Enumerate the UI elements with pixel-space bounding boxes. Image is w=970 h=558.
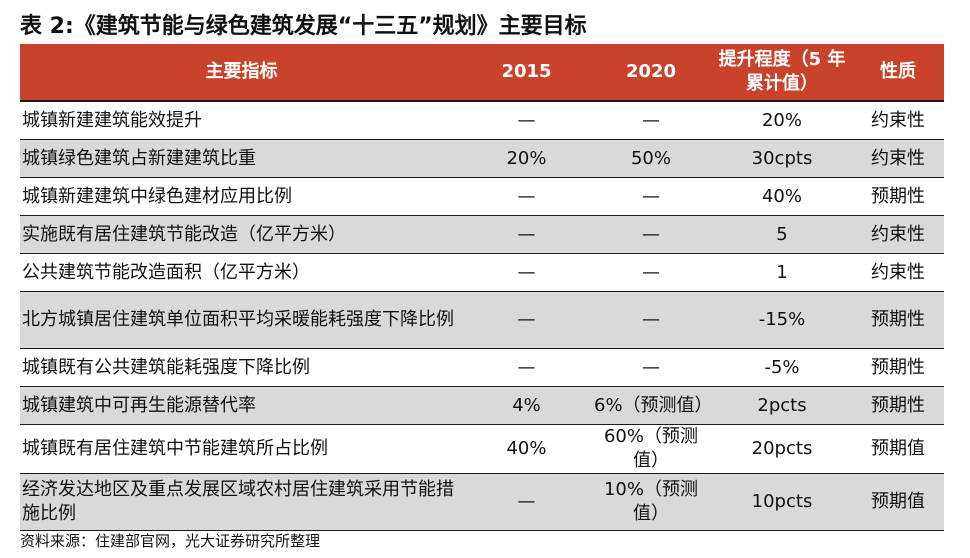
source-note: 资料来源：住建部官网，光大证券研究所整理 xyxy=(20,532,321,550)
cell-nature: 预期值 xyxy=(852,473,944,531)
cell-2015: — xyxy=(463,291,590,349)
cell-2020: — xyxy=(590,291,712,349)
table-row: 实施既有居住建筑节能改造（亿平方米） — — 5 约束性 xyxy=(20,215,944,254)
cell-2020: — xyxy=(590,348,712,387)
cell-indicator: 实施既有居住建筑节能改造（亿平方米） xyxy=(20,215,463,254)
targets-table: 主要指标 2015 2020 提升程度（5 年累计值） 性质 城镇新建建筑能效提… xyxy=(20,44,944,531)
table-body: 城镇新建建筑能效提升 — — 20% 约束性 城镇绿色建筑占新建建筑比重 20%… xyxy=(20,101,944,531)
cell-indicator: 公共建筑节能改造面积（亿平方米） xyxy=(20,253,463,292)
cell-2020: 6%（预测值） xyxy=(590,386,713,425)
header-improvement: 提升程度（5 年累计值） xyxy=(712,44,852,102)
cell-improvement: -5% xyxy=(712,348,852,387)
table-row: 北方城镇居住建筑单位面积平均采暖能耗强度下降比例 — — -15% 预期性 xyxy=(20,291,944,349)
table-row: 经济发达地区及重点发展区域农村居住建筑采用节能措施比例 — 10%（预测值） 1… xyxy=(20,473,944,531)
cell-2015: 4% xyxy=(463,386,590,425)
cell-indicator: 北方城镇居住建筑单位面积平均采暖能耗强度下降比例 xyxy=(20,291,463,349)
cell-2020: 60%（预测值） xyxy=(590,424,712,474)
cell-2020: 10%（预测值） xyxy=(590,473,712,531)
cell-indicator: 城镇建筑中可再生能源替代率 xyxy=(20,386,463,425)
header-nature: 性质 xyxy=(852,44,944,102)
cell-nature: 预期值 xyxy=(852,424,944,474)
table-row: 城镇新建建筑中绿色建材应用比例 — — 40% 预期性 xyxy=(20,177,944,216)
cell-nature: 约束性 xyxy=(852,253,944,292)
cell-indicator: 城镇新建建筑中绿色建材应用比例 xyxy=(20,177,463,216)
cell-improvement: -15% xyxy=(712,291,852,349)
cell-improvement: 1 xyxy=(712,253,852,292)
cell-2015: — xyxy=(463,101,590,140)
cell-2015: — xyxy=(463,473,590,531)
cell-improvement: 40% xyxy=(712,177,852,216)
cell-improvement: 5 xyxy=(712,215,852,254)
cell-improvement: 20% xyxy=(712,101,852,140)
cell-2020: 50% xyxy=(590,139,712,178)
cell-2015: — xyxy=(463,215,590,254)
cell-2020: — xyxy=(590,215,712,254)
cell-indicator: 城镇新建建筑能效提升 xyxy=(20,101,463,140)
cell-2015: 40% xyxy=(463,424,590,474)
cell-improvement: 2pcts xyxy=(712,386,852,425)
cell-2015: — xyxy=(463,348,590,387)
cell-improvement: 30cpts xyxy=(712,139,852,178)
cell-2015: — xyxy=(463,177,590,216)
cell-indicator: 城镇绿色建筑占新建建筑比重 xyxy=(20,139,463,178)
cell-indicator: 经济发达地区及重点发展区域农村居住建筑采用节能措施比例 xyxy=(20,473,463,531)
table-row: 公共建筑节能改造面积（亿平方米） — — 1 约束性 xyxy=(20,253,944,292)
cell-2020: — xyxy=(590,253,712,292)
cell-nature: 预期性 xyxy=(852,177,944,216)
cell-indicator: 城镇既有居住建筑中节能建筑所占比例 xyxy=(20,424,463,474)
cell-nature: 约束性 xyxy=(852,215,944,254)
cell-indicator: 城镇既有公共建筑能耗强度下降比例 xyxy=(20,348,463,387)
table-row: 城镇建筑中可再生能源替代率 4% 6%（预测值） 2pcts 预期性 xyxy=(20,386,944,425)
table-row: 城镇既有公共建筑能耗强度下降比例 — — -5% 预期性 xyxy=(20,348,944,387)
table-row: 城镇绿色建筑占新建建筑比重 20% 50% 30cpts 约束性 xyxy=(20,139,944,178)
cell-2020: — xyxy=(590,177,712,216)
cell-nature: 预期性 xyxy=(852,386,944,425)
cell-nature: 预期性 xyxy=(852,291,944,349)
header-row: 主要指标 2015 2020 提升程度（5 年累计值） 性质 xyxy=(20,44,944,102)
cell-nature: 预期性 xyxy=(852,348,944,387)
header-2015: 2015 xyxy=(463,44,590,102)
table-row: 城镇新建建筑能效提升 — — 20% 约束性 xyxy=(20,101,944,140)
header-2020: 2020 xyxy=(590,44,712,102)
cell-nature: 约束性 xyxy=(852,101,944,140)
cell-2020: — xyxy=(590,101,712,140)
table-row: 城镇既有居住建筑中节能建筑所占比例 40% 60%（预测值） 20pcts 预期… xyxy=(20,424,944,474)
table-header: 主要指标 2015 2020 提升程度（5 年累计值） 性质 xyxy=(20,44,944,102)
header-indicator: 主要指标 xyxy=(20,44,463,102)
cell-improvement: 10pcts xyxy=(712,473,852,531)
cell-improvement: 20pcts xyxy=(712,424,852,474)
cell-nature: 约束性 xyxy=(852,139,944,178)
cell-2015: 20% xyxy=(463,139,590,178)
cell-2015: — xyxy=(463,253,590,292)
table-title: 表 2:《建筑节能与绿色建筑发展“十三五”规划》主要目标 xyxy=(20,14,587,39)
